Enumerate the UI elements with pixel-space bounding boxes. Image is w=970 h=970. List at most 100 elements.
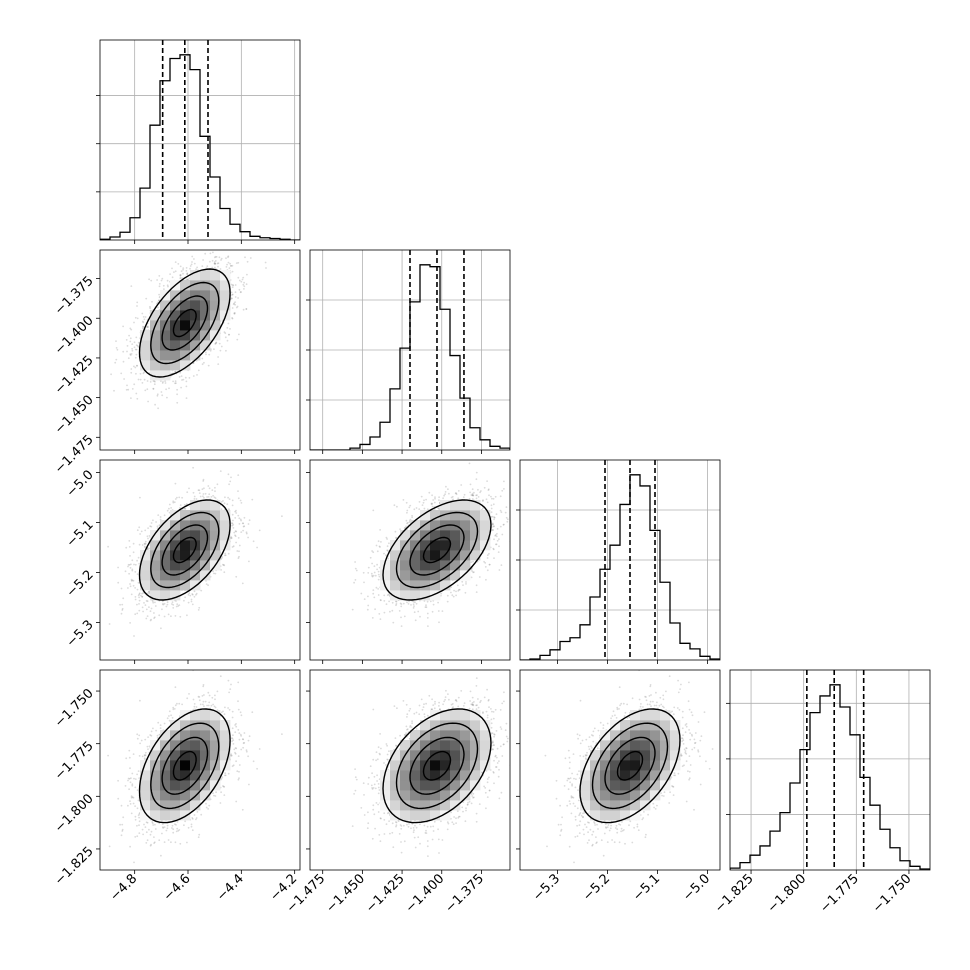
scatter-point xyxy=(165,605,168,608)
scatter-point xyxy=(225,257,227,260)
density-cell xyxy=(180,320,191,331)
scatter-point xyxy=(133,365,135,368)
scatter-point xyxy=(192,375,195,377)
scatter-point xyxy=(239,518,242,521)
scatter-point xyxy=(129,327,132,330)
scatter-point xyxy=(174,270,177,273)
scatter-point xyxy=(214,342,217,345)
scatter-point xyxy=(139,372,142,375)
scatter-point xyxy=(161,277,164,280)
scatter-point xyxy=(139,533,142,535)
scatter-point xyxy=(182,267,185,269)
scatter-point xyxy=(130,563,132,566)
scatter-point xyxy=(132,584,135,587)
scatter-point xyxy=(130,593,133,596)
scatter-point xyxy=(135,392,138,395)
scatter-point xyxy=(230,291,233,294)
scatter-point xyxy=(148,592,150,595)
scatter-point xyxy=(120,587,123,590)
scatter-point xyxy=(146,535,149,538)
scatter-point xyxy=(156,527,159,529)
scatter-point xyxy=(202,259,205,261)
scatter-point xyxy=(169,273,172,275)
scatter-point xyxy=(184,376,187,379)
scatter-point xyxy=(129,555,131,557)
scatter-point xyxy=(247,523,250,525)
scatter-point xyxy=(143,602,145,604)
scatter-point xyxy=(193,258,195,260)
scatter-point xyxy=(174,370,177,373)
scatter-point xyxy=(191,603,194,606)
scatter-point xyxy=(160,380,162,382)
scatter-point xyxy=(131,559,134,562)
scatter-point xyxy=(238,288,241,291)
scatter-point xyxy=(146,548,149,551)
scatter-point xyxy=(240,531,243,533)
density-cell xyxy=(190,320,201,331)
scatter-point xyxy=(176,496,178,499)
scatter-point xyxy=(117,581,120,584)
scatter-point xyxy=(185,267,188,269)
scatter-point xyxy=(136,573,139,575)
scatter-point xyxy=(196,266,199,269)
scatter-point xyxy=(241,278,244,281)
scatter-point xyxy=(129,337,132,340)
density-cell xyxy=(190,290,201,301)
scatter-point xyxy=(130,353,133,355)
scatter-point xyxy=(143,318,146,321)
scatter-point xyxy=(141,592,144,595)
scatter-point xyxy=(230,283,233,286)
scatter-point xyxy=(180,270,183,273)
scatter-point xyxy=(264,261,267,264)
scatter-point xyxy=(230,537,233,540)
density-cell xyxy=(200,310,211,321)
scatter-point xyxy=(188,277,191,280)
scatter-point xyxy=(239,291,242,294)
scatter-point xyxy=(145,608,148,611)
scatter-point xyxy=(220,558,222,561)
scatter-point xyxy=(218,256,221,259)
scatter-point xyxy=(121,607,124,610)
scatter-point xyxy=(133,383,136,386)
scatter-point xyxy=(215,342,218,344)
scatter-point xyxy=(177,605,180,607)
scatter-point xyxy=(222,563,224,566)
scatter-point xyxy=(230,536,233,538)
contour-2 xyxy=(161,295,209,351)
scatter-point xyxy=(108,623,111,625)
scatter-point xyxy=(214,490,216,493)
scatter-point xyxy=(158,299,160,302)
scatter-point xyxy=(230,297,233,300)
scatter-point xyxy=(207,364,210,367)
scatter-point xyxy=(158,614,161,617)
scatter-point xyxy=(195,498,198,500)
scatter-point xyxy=(234,530,237,533)
scatter-point xyxy=(160,279,163,282)
scatter-point xyxy=(157,306,159,309)
density-cell xyxy=(160,340,171,351)
scatter-point xyxy=(146,600,149,603)
contour-4 xyxy=(138,268,231,378)
scatter-point xyxy=(138,599,141,602)
scatter-point xyxy=(210,496,213,498)
scatter-point xyxy=(116,348,119,351)
scatter-point xyxy=(148,534,151,537)
scatter-point xyxy=(212,251,214,254)
scatter-point xyxy=(131,579,134,582)
scatter-point xyxy=(135,353,138,356)
scatter-point xyxy=(150,279,153,282)
scatter-point xyxy=(134,366,137,369)
scatter-point xyxy=(234,296,237,298)
scatter-point xyxy=(237,497,240,500)
scatter-point xyxy=(122,350,125,353)
scatter-point xyxy=(136,301,139,304)
scatter-point xyxy=(117,566,119,569)
scatter-point xyxy=(191,255,194,258)
density-cell xyxy=(200,330,211,341)
scatter-point xyxy=(147,527,150,529)
scatter-point xyxy=(183,504,186,506)
scatter-point xyxy=(220,508,223,511)
scatter-point xyxy=(234,284,237,286)
scatter-point xyxy=(138,592,141,595)
panel-frame xyxy=(99,39,301,241)
